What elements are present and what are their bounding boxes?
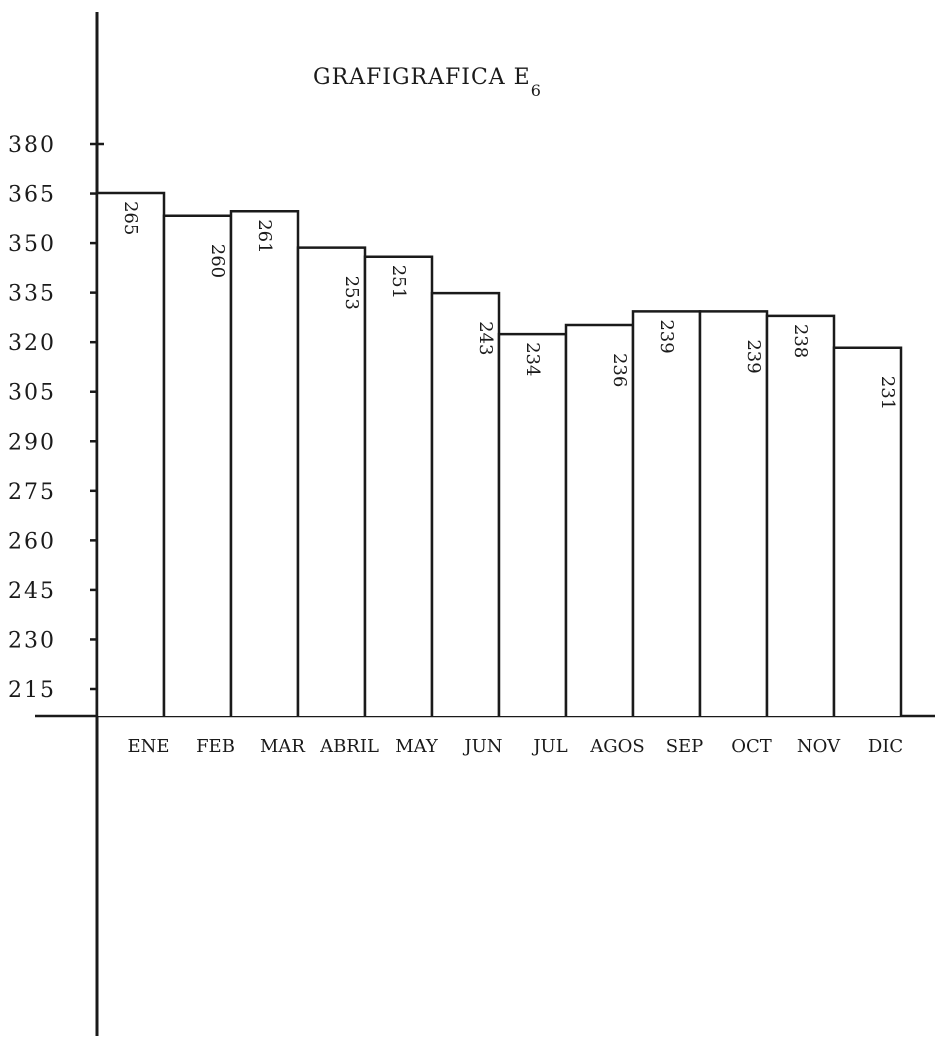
data-label: 243	[475, 321, 496, 355]
bar-feb	[162, 214, 233, 716]
data-label: 238	[790, 324, 811, 358]
y-tick-label: 365	[8, 183, 56, 208]
bar-jul	[497, 332, 568, 716]
x-tick-label: AGOS	[589, 736, 644, 757]
x-ticks: ENE FEB MAR ABRIL MAY JUN JUL AGOS SEP OCT NOV DIC	[127, 736, 903, 757]
y-tick-label: 305	[8, 381, 56, 406]
x-tick-label: MAR	[260, 736, 305, 757]
x-tick-label: ENE	[127, 736, 169, 757]
data-label: 231	[877, 376, 898, 410]
data-label: 234	[522, 342, 543, 376]
data-label: 261	[254, 219, 275, 253]
bar-abril	[296, 246, 367, 716]
bar-sep	[631, 310, 702, 716]
bars	[95, 191, 903, 716]
data-label: 239	[743, 339, 764, 373]
bar-nov	[765, 314, 836, 716]
y-tick-label: 245	[8, 579, 56, 604]
bar-may	[363, 255, 434, 716]
y-tick-label: 350	[8, 232, 56, 257]
bar-jun	[430, 291, 501, 716]
bar-ene	[95, 191, 166, 716]
data-labels: 265 260 261 253 251 243 234 236 239 239 238 231	[120, 201, 898, 410]
chart-title-subscript: 6	[531, 81, 542, 100]
x-tick-label: DIC	[868, 736, 903, 757]
y-tick-label: 230	[8, 628, 56, 653]
data-label: 239	[656, 319, 677, 353]
x-tick-label: FEB	[196, 736, 235, 757]
x-tick-label: ABRIL	[319, 736, 379, 757]
y-tick-label: 335	[8, 282, 56, 307]
x-tick-label: SEP	[666, 736, 704, 757]
data-label: 260	[207, 244, 228, 278]
bar-mar	[229, 209, 300, 716]
y-tick-label: 260	[8, 529, 56, 554]
y-tick-label: 290	[8, 430, 56, 455]
data-label: 265	[120, 201, 141, 235]
x-tick-label: NOV	[797, 736, 841, 757]
x-tick-label: JUL	[531, 736, 567, 757]
x-tick-label: MAY	[395, 736, 439, 757]
chart-title: GRAFIGRAFICA E6	[313, 65, 542, 100]
y-ticks: 215 230 245 260 275 290 305 320 335 350 365 380	[8, 133, 104, 703]
chart-title-main: GRAFIGRAFICA E	[313, 65, 531, 90]
data-label: 253	[341, 276, 362, 310]
y-tick-label: 215	[8, 678, 56, 703]
data-label: 236	[609, 353, 630, 387]
data-label: 251	[388, 265, 409, 299]
y-tick-label: 320	[8, 331, 56, 356]
bar-dic	[832, 346, 903, 716]
y-tick-label: 275	[8, 480, 56, 505]
x-tick-label: OCT	[731, 736, 772, 757]
x-tick-label: JUN	[462, 736, 502, 757]
y-tick-label: 380	[8, 133, 56, 158]
